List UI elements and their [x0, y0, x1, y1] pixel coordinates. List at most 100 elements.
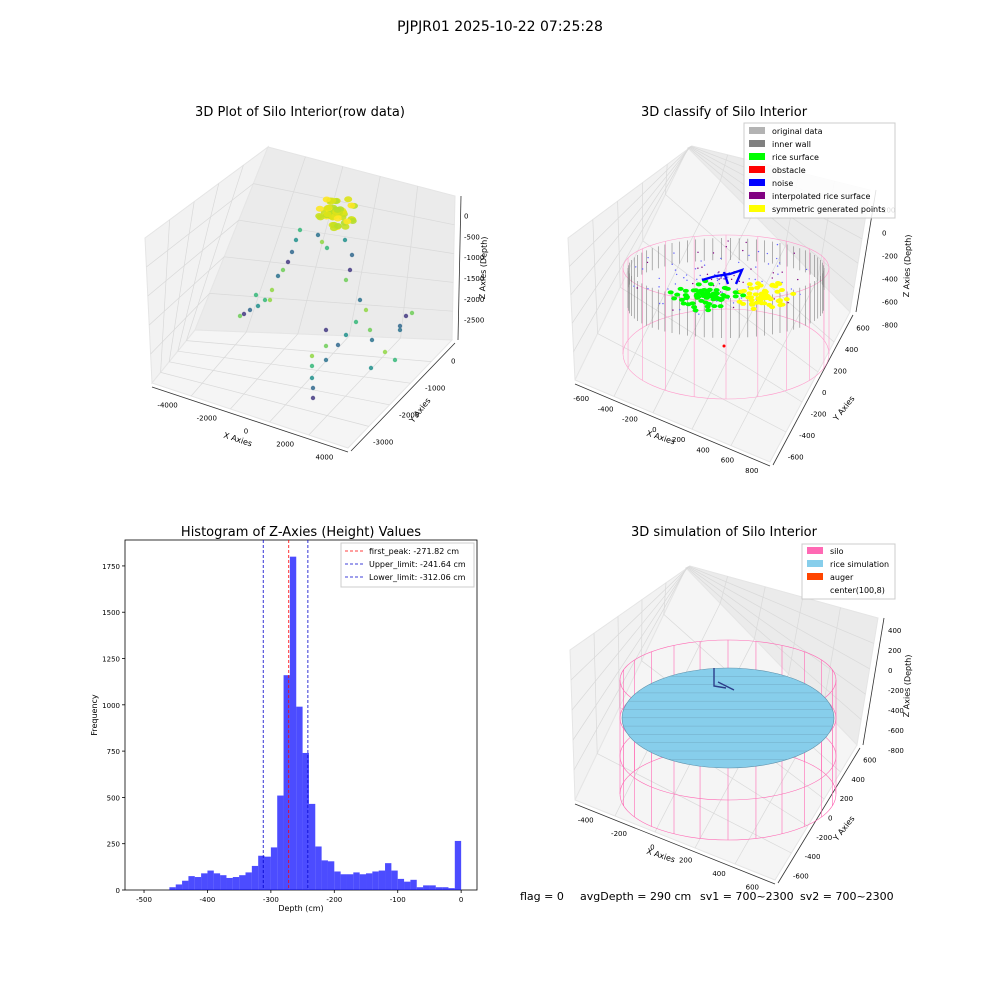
rice-simulation-mesh — [622, 676, 834, 760]
histogram-legend: first_peak: -271.82 cm Upper_limit: -241.… — [340, 542, 475, 588]
raw-point — [349, 252, 355, 258]
legend-swatch — [749, 166, 765, 173]
sim-x-tick-label: 600 — [746, 883, 759, 891]
noise-point — [805, 268, 808, 271]
noise-point — [698, 313, 700, 315]
raw-point — [315, 232, 321, 238]
gridline — [592, 219, 598, 334]
symmetric-point — [777, 303, 784, 308]
rice-surface-point — [692, 308, 699, 313]
y-tick-label: 750 — [107, 748, 120, 756]
raw-surface-points — [315, 196, 358, 232]
z-axis-line — [862, 617, 885, 746]
noise-point — [736, 288, 738, 290]
legend-swatch — [807, 560, 823, 567]
noise-point — [757, 250, 760, 253]
symmetric-point — [748, 298, 755, 303]
raw-point — [289, 249, 295, 255]
noise-point — [781, 271, 783, 273]
x-axis-line — [151, 386, 349, 453]
legend-swatch — [749, 153, 765, 160]
sim-y-tick-label: 200 — [840, 795, 853, 803]
panel-raw-data: 3D Plot of Silo Interior(row data) -4000… — [144, 105, 489, 462]
gridline — [160, 219, 170, 373]
histogram-bar — [416, 887, 424, 890]
x-tick-label: -100 — [390, 896, 406, 904]
raw-xlabel: X Axies — [222, 431, 253, 449]
noise-point — [747, 286, 749, 288]
noise-point — [761, 280, 763, 283]
histogram-bar — [429, 885, 436, 890]
rice-surface-point — [718, 297, 725, 302]
histogram-bar — [194, 877, 202, 890]
noise-point — [732, 302, 735, 304]
raw-point — [367, 327, 373, 333]
gridline — [348, 176, 381, 337]
raw-x-tick-label: -4000 — [157, 402, 177, 410]
noise-point — [776, 257, 778, 260]
histogram-bar — [220, 875, 227, 890]
panel-histogram: Histogram of Z-Axies (Height) Values -50… — [90, 525, 478, 913]
raw-z-tick-label: -2500 — [464, 317, 484, 325]
raw-point — [267, 297, 273, 303]
gridline — [573, 567, 688, 771]
histogram-bar — [175, 884, 183, 890]
noise-point — [658, 302, 661, 305]
noise-point — [777, 273, 779, 275]
classify-z-tick-label: -600 — [882, 299, 898, 307]
histogram-bar — [239, 875, 246, 890]
classify-x-tick-label: 600 — [721, 457, 734, 465]
noise-point — [671, 263, 673, 266]
noise-point — [686, 279, 688, 281]
sim-z-tick-label: 0 — [888, 667, 892, 675]
auger-mark — [713, 668, 735, 691]
symmetric-point — [761, 301, 768, 306]
noise-point — [720, 257, 722, 260]
legend-label: silo — [830, 547, 844, 556]
rice-surface-point — [674, 292, 681, 297]
legend-swatch — [807, 573, 823, 580]
symmetric-point — [746, 282, 753, 287]
raw-point — [237, 313, 243, 319]
noise-point — [658, 277, 660, 280]
histogram-bar — [410, 879, 417, 890]
legend-swatch — [807, 547, 823, 554]
gridline — [573, 147, 690, 352]
y-tick-label: 250 — [107, 841, 120, 849]
sim-xlabel: X Axies — [645, 847, 676, 865]
raw-z-tick-label: -2000 — [464, 296, 484, 304]
histogram-bar — [454, 840, 462, 890]
legend-label: Upper_limit: -241.64 cm — [369, 560, 466, 569]
noise-point — [716, 279, 719, 282]
classify-z-tick-label: 0 — [882, 230, 886, 238]
gridline — [224, 256, 454, 283]
noise-point — [748, 254, 750, 257]
sim-y-tick-label: 0 — [828, 815, 832, 823]
noise-point — [696, 278, 698, 281]
noise-point — [683, 277, 685, 279]
gridline — [754, 586, 766, 639]
raw-point — [382, 349, 388, 355]
gridline — [620, 286, 803, 403]
rice-surface-point — [677, 286, 684, 291]
histogram-bar — [353, 872, 360, 890]
raw-point — [363, 307, 369, 313]
histogram-bar — [346, 874, 354, 890]
rice-surface-point — [689, 301, 696, 306]
gridline — [148, 256, 225, 326]
noise-point — [641, 268, 644, 270]
legend-label: Lower_limit: -312.06 cm — [369, 573, 466, 582]
sim-z-tick-label: 400 — [888, 627, 901, 635]
histogram-bar — [251, 865, 259, 890]
sim-z-tick-label: -200 — [888, 687, 904, 695]
raw-point — [323, 357, 329, 363]
gridline — [597, 333, 787, 433]
noise-point — [646, 261, 649, 264]
symmetric-point — [776, 299, 783, 304]
gridline — [150, 293, 210, 355]
histogram-bar — [308, 803, 316, 890]
noise-point — [727, 240, 729, 242]
noise-point — [667, 288, 669, 290]
noise-point — [799, 293, 801, 296]
